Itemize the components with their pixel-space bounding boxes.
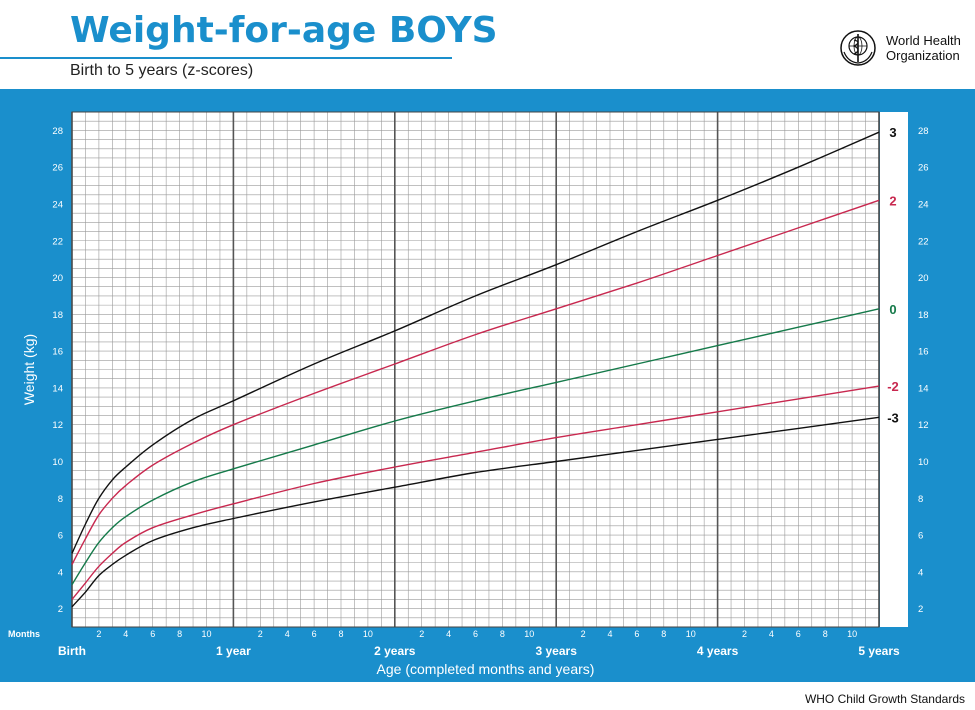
x-tick-month-label: 4 xyxy=(446,629,451,639)
series-label-z2: 2 xyxy=(889,193,896,208)
org-name-line-2: Organization xyxy=(886,48,960,63)
curve-label-strip xyxy=(880,112,908,627)
y-tick-label-left: 8 xyxy=(58,494,63,505)
series-label-z-2: -2 xyxy=(887,379,899,394)
series-line-z0 xyxy=(71,308,880,586)
x-tick-month-label: 6 xyxy=(634,629,639,639)
x-tick-month-label: 2 xyxy=(419,629,424,639)
y-tick-label-left: 28 xyxy=(52,126,63,137)
y-tick-label-left: 2 xyxy=(58,604,63,615)
x-tick-month-label: 4 xyxy=(123,629,128,639)
x-tick-month-label: 10 xyxy=(686,629,696,639)
y-tick-label-right: 20 xyxy=(918,273,929,284)
footer-credit: WHO Child Growth Standards xyxy=(804,692,965,706)
x-tick-month-label: 4 xyxy=(607,629,612,639)
y-tick-label-right: 22 xyxy=(918,236,929,247)
title-rule xyxy=(0,57,452,59)
y-tick-label-right: 12 xyxy=(918,420,929,431)
chart-panel: 2 2 4 4 6 6 8 8 10 10 12 12 14 14 16 16 18 18 20 20 22 22 24 24… xyxy=(0,89,975,682)
y-tick-label-right: 2 xyxy=(918,604,923,615)
y-tick-label-left: 14 xyxy=(52,383,63,394)
y-tick-label-left: 22 xyxy=(52,236,63,247)
series-label-z0: 0 xyxy=(889,302,896,317)
y-tick-label-right: 28 xyxy=(918,126,929,137)
x-tick-year-label: 2 years xyxy=(374,644,416,658)
x-tick-month-label: 8 xyxy=(500,629,505,639)
x-tick-month-label: 10 xyxy=(363,629,373,639)
who-organization-name: World Health Organization xyxy=(886,33,961,63)
series-line-z-2 xyxy=(71,385,880,600)
x-tick-month-label: 6 xyxy=(312,629,317,639)
x-tick-month-label: 2 xyxy=(96,629,101,639)
y-tick-label-left: 26 xyxy=(52,163,63,174)
page-subtitle: Birth to 5 years (z-scores) xyxy=(70,62,254,79)
y-tick-label-left: 20 xyxy=(52,273,63,284)
x-tick-year-label: 4 years xyxy=(697,644,739,658)
series-label-z-3: -3 xyxy=(887,410,899,425)
x-tick-year-label: 3 years xyxy=(536,644,578,658)
y-tick-label-left: 4 xyxy=(58,567,63,578)
x-tick-month-label: 2 xyxy=(258,629,263,639)
x-tick-month-label: 8 xyxy=(823,629,828,639)
y-tick-label-right: 4 xyxy=(918,567,923,578)
series-line-z-3 xyxy=(71,416,880,608)
y-tick-label-left: 12 xyxy=(52,420,63,431)
x-tick-month-label: 8 xyxy=(661,629,666,639)
y-axis-label: Weight (kg) xyxy=(21,334,37,405)
y-tick-label-right: 24 xyxy=(918,199,929,210)
who-emblem-icon xyxy=(840,30,876,66)
y-tick-label-left: 24 xyxy=(52,199,63,210)
x-tick-month-label: 10 xyxy=(201,629,211,639)
series-line-z2 xyxy=(71,199,880,565)
y-tick-label-right: 18 xyxy=(918,310,929,321)
x-tick-year-label: 5 years xyxy=(858,644,900,658)
y-tick-label-left: 18 xyxy=(52,310,63,321)
series-line-z3 xyxy=(71,131,880,554)
x-tick-month-label: 6 xyxy=(150,629,155,639)
x-tick-month-label: 6 xyxy=(473,629,478,639)
x-axis-label: Age (completed months and years) xyxy=(377,661,595,677)
y-tick-label-left: 6 xyxy=(58,531,63,542)
x-tick-month-label: 6 xyxy=(796,629,801,639)
y-tick-label-left: 10 xyxy=(52,457,63,468)
page-title: Weight-for-age BOYS xyxy=(70,10,498,51)
y-tick-label-right: 14 xyxy=(918,383,929,394)
y-tick-label-right: 26 xyxy=(918,163,929,174)
x-tick-month-label: 8 xyxy=(338,629,343,639)
x-tick-year-label: 1 year xyxy=(216,644,251,658)
y-tick-label-right: 8 xyxy=(918,494,923,505)
x-tick-month-label: 2 xyxy=(581,629,586,639)
x-tick-month-label: 10 xyxy=(524,629,534,639)
y-tick-label-left: 16 xyxy=(52,347,63,358)
months-label: Months xyxy=(8,629,40,639)
x-tick-month-label: 4 xyxy=(285,629,290,639)
series-label-z3: 3 xyxy=(889,125,896,140)
x-tick-month-label: 4 xyxy=(769,629,774,639)
y-tick-label-right: 6 xyxy=(918,531,923,542)
y-tick-label-right: 10 xyxy=(918,457,929,468)
x-tick-year-label: Birth xyxy=(58,644,86,658)
plot-border xyxy=(71,111,880,628)
x-tick-month-label: 8 xyxy=(177,629,182,639)
y-tick-label-right: 16 xyxy=(918,347,929,358)
x-tick-month-label: 2 xyxy=(742,629,747,639)
org-name-line-1: World Health xyxy=(886,33,961,48)
x-tick-month-label: 10 xyxy=(847,629,857,639)
